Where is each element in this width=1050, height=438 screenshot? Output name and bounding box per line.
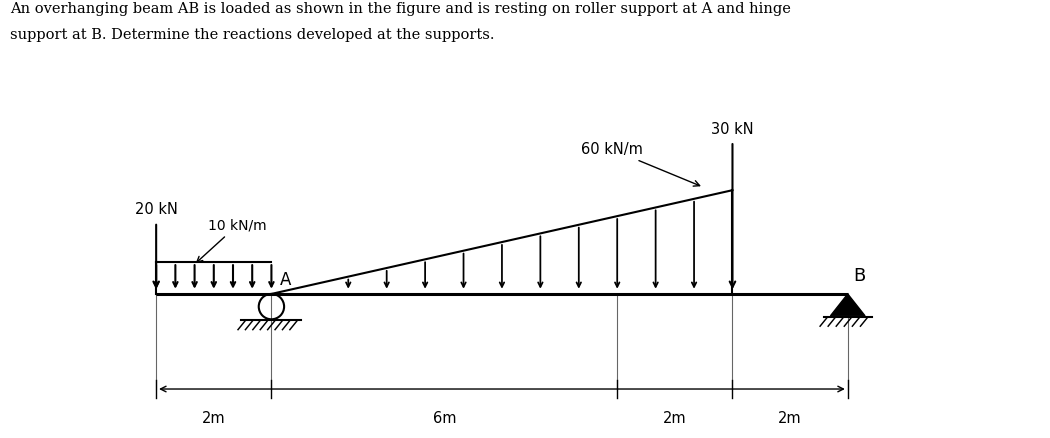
Polygon shape <box>831 294 865 316</box>
Text: 2m: 2m <box>778 411 802 426</box>
Text: An overhanging beam AB is loaded as shown in the figure and is resting on roller: An overhanging beam AB is loaded as show… <box>10 2 792 16</box>
Text: 20 kN: 20 kN <box>134 202 177 217</box>
Text: support at B. Determine the reactions developed at the supports.: support at B. Determine the reactions de… <box>10 28 495 42</box>
Text: A: A <box>280 271 292 290</box>
Text: 60 kN/m: 60 kN/m <box>581 142 699 186</box>
Text: 6m: 6m <box>433 411 456 426</box>
Text: 10 kN/m: 10 kN/m <box>196 218 267 262</box>
Text: 2m: 2m <box>663 411 687 426</box>
Text: 30 kN: 30 kN <box>711 122 754 137</box>
Text: B: B <box>854 267 866 285</box>
Text: 2m: 2m <box>202 411 226 426</box>
